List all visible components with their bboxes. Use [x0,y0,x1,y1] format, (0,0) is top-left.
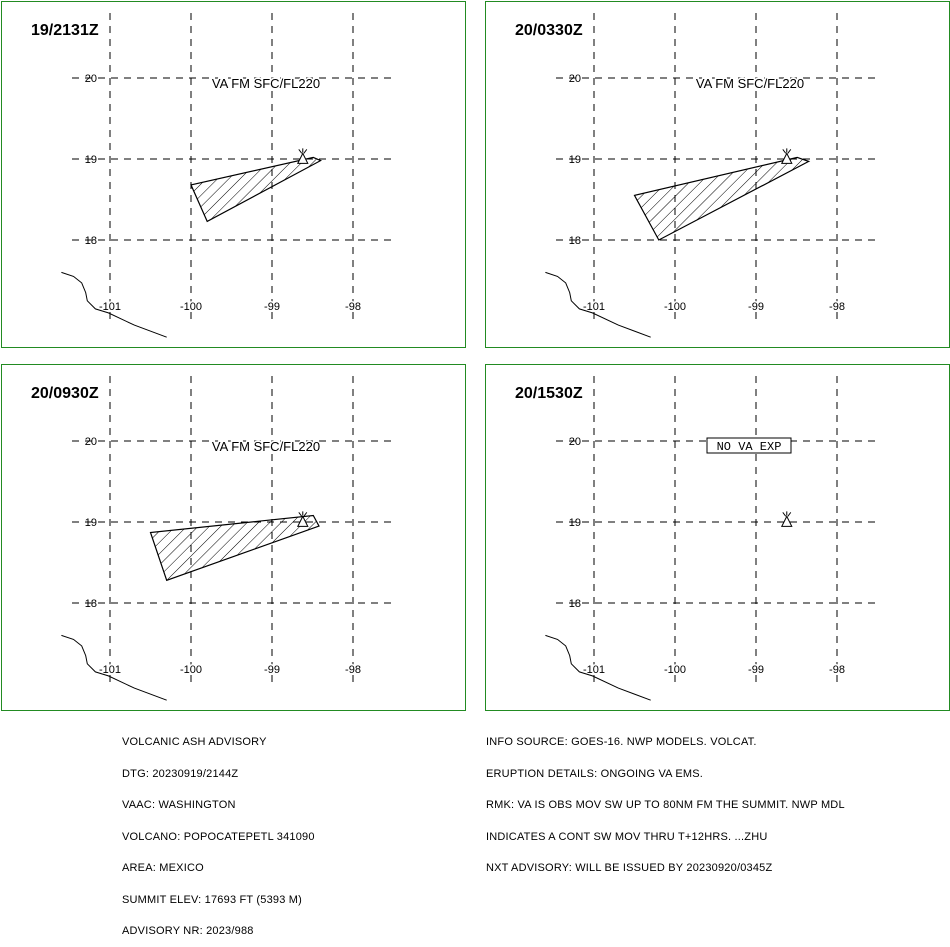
advisory-line: AREA: MEXICO [122,862,204,874]
advisory-line: VOLCANIC ASH ADVISORY [122,736,267,748]
panel-border [485,1,950,348]
va-label: VA FM SFC/FL220 [212,76,320,91]
ash-cloud-polygon [190,156,322,223]
latitude-label: 18 [85,235,97,247]
volcano-icon [780,511,793,527]
volcano-icon [296,148,309,164]
longitude-label: -98 [829,301,845,313]
map-panel: 18 19 20 -101 -100 -99 -98 19/2131Z VA FM SFC/FL… [1,1,466,348]
latitude-label: 19 [85,154,97,166]
advisory-header-text: VOLCANIC ASH ADVISORY DTG: 20230919/2144… [122,716,315,947]
latitude-label: 20 [85,436,97,448]
coastline [61,634,167,701]
latitude-label: 19 [569,517,581,529]
map-panel: 18 19 20 -101 -100 -99 -98 20/1530Z NO VA EXP [485,364,950,711]
longitude-label: -98 [345,301,361,313]
advisory-line: SUMMIT ELEV: 17693 FT (5393 M) [122,893,303,906]
advisory-line: INFO SOURCE: GOES-16. NWP MODELS. VOLCAT… [486,736,757,748]
latitude-label: 18 [569,235,581,247]
longitude-label: -101 [99,301,121,313]
longitude-label: -99 [748,664,764,676]
advisory-line: VAAC: WASHINGTON [122,799,236,811]
latitude-label: 20 [569,436,581,448]
va-label: VA FM SFC/FL220 [212,439,320,454]
advisory-line: DTG: 20230919/2144Z [122,767,239,780]
coastline [61,271,167,338]
advisory-line: VOLCANO: POPOCATEPETL 341090 [122,830,315,843]
longitude-label: -99 [748,301,764,313]
panel-time-label: 20/1530Z [515,385,583,402]
map-panel: 18 19 20 -101 -100 -99 -98 20/0930Z VA FM SFC/FL… [1,364,466,711]
panel-border [485,364,950,711]
panel-time-label: 20/0930Z [31,385,99,402]
longitude-label: -100 [664,664,686,676]
longitude-label: -100 [664,301,686,313]
forecast-maps: 18 19 20 -101 -100 -99 -98 19/2131Z VA FM SFC/FL… [1,1,950,711]
ash-cloud-polygon [633,156,811,241]
longitude-label: -101 [583,301,605,313]
longitude-label: -98 [829,664,845,676]
panel-time-label: 19/2131Z [31,22,99,39]
longitude-label: -101 [583,664,605,676]
latitude-label: 19 [85,517,97,529]
map-panel: 18 19 20 -101 -100 -99 -98 20/0330Z VA FM SFC/FL… [485,1,950,348]
latitude-label: 18 [569,598,581,610]
panel-time-label: 20/0330Z [515,22,583,39]
volcano-icon [780,148,793,164]
longitude-label: -100 [180,664,202,676]
longitude-label: -99 [264,301,280,313]
coastline [545,271,651,338]
volcano-icon [296,511,309,527]
latitude-label: 18 [85,598,97,610]
longitude-label: -99 [264,664,280,676]
advisory-line: ADVISORY NR: 2023/988 [122,925,254,937]
longitude-label: -98 [345,664,361,676]
latitude-label: 20 [569,73,581,85]
coastline [545,634,651,701]
panel-border [1,1,466,348]
va-label: VA FM SFC/FL220 [696,76,804,91]
ash-cloud-polygon [149,514,320,582]
advisory-line: RMK: VA IS OBS MOV SW UP TO 80NM FM THE … [486,799,845,811]
advisory-line: ERUPTION DETAILS: ONGOING VA EMS. [486,767,704,780]
va-label-box [706,437,792,454]
va-label: NO VA EXP [717,440,782,454]
latitude-label: 19 [569,154,581,166]
advisory-line: NXT ADVISORY: WILL BE ISSUED BY 20230920… [486,862,773,874]
longitude-label: -101 [99,664,121,676]
longitude-label: -100 [180,301,202,313]
latitude-label: 20 [85,73,97,85]
advisory-line: INDICATES A CONT SW MOV THRU T+12HRS. ..… [486,830,768,843]
advisory-remarks-text: INFO SOURCE: GOES-16. NWP MODELS. VOLCAT… [486,716,845,884]
